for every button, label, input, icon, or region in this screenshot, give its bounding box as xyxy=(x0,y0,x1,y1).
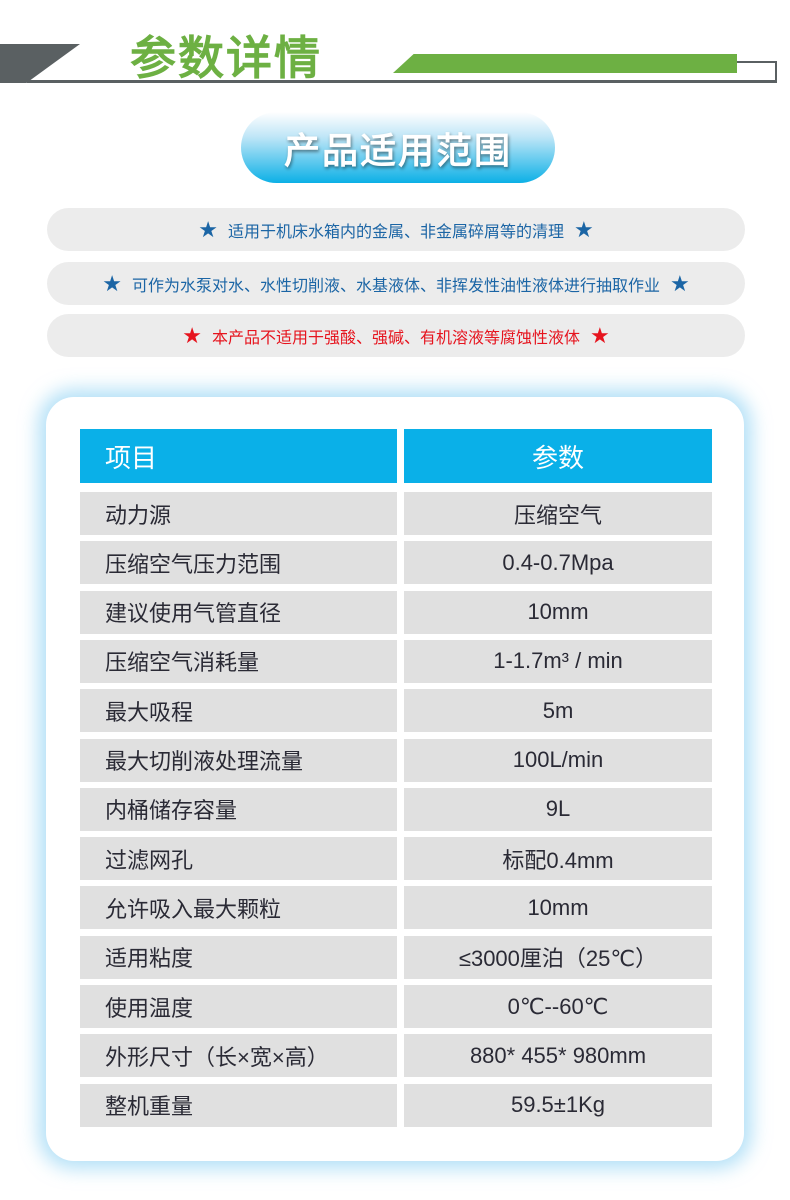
star-icon: ★ xyxy=(574,216,594,242)
row-value: 1-1.7m³ / min xyxy=(404,639,712,683)
star-icon: ★ xyxy=(182,322,202,348)
star-icon: ★ xyxy=(198,216,218,242)
row-label: 最大吸程 xyxy=(80,689,397,733)
note-text: 本产品不适用于强酸、强碱、有机溶液等腐蚀性液体 xyxy=(211,329,580,347)
row-value: 9L xyxy=(404,787,712,831)
row-label: 动力源 xyxy=(80,492,397,535)
row-label: 压缩空气消耗量 xyxy=(80,639,397,683)
row-label: 使用温度 xyxy=(80,985,397,1028)
header-item: 项目 xyxy=(80,429,397,483)
table-row: 内桶储存容量 9L xyxy=(80,787,712,831)
note-2: ★ 可作为水泵对水、水性切削液、水基液体、非挥发性油性液体进行抽取作业 ★ xyxy=(47,262,745,305)
row-value: 59.5±1Kg xyxy=(404,1083,712,1127)
star-icon: ★ xyxy=(670,270,690,296)
scope-badge: 产品适用范围 xyxy=(241,112,555,183)
row-value: 压缩空气 xyxy=(404,492,712,535)
table-row: 建议使用气管直径 10mm xyxy=(80,590,712,634)
row-label: 压缩空气压力范围 xyxy=(80,541,397,585)
row-value: 10mm xyxy=(404,590,712,634)
table-row: 外形尺寸（长×宽×高） 880* 455* 980mm xyxy=(80,1034,712,1078)
header-rule xyxy=(27,80,777,83)
header-dark-block xyxy=(0,44,80,83)
row-value: 5m xyxy=(404,689,712,733)
table-row: 适用粘度 ≤3000厘泊（25℃） xyxy=(80,935,712,979)
table-row: 最大吸程 5m xyxy=(80,689,712,733)
table-row: 压缩空气压力范围 0.4-0.7Mpa xyxy=(80,541,712,585)
row-label: 内桶储存容量 xyxy=(80,787,397,831)
star-icon: ★ xyxy=(102,270,122,296)
table-row: 动力源 压缩空气 xyxy=(80,492,712,535)
page-title: 参数详情 xyxy=(130,32,322,84)
row-label: 外形尺寸（长×宽×高） xyxy=(80,1034,397,1078)
row-value: 0℃--60℃ xyxy=(404,985,712,1028)
row-value: 880* 455* 980mm xyxy=(404,1034,712,1078)
note-3: ★ 本产品不适用于强酸、强碱、有机溶液等腐蚀性液体 ★ xyxy=(47,314,745,357)
table-row: 最大切削液处理流量 100L/min xyxy=(80,738,712,782)
row-label: 建议使用气管直径 xyxy=(80,590,397,634)
note-1: ★ 适用于机床水箱内的金属、非金属碎屑等的清理 ★ xyxy=(47,208,745,251)
header-box-line xyxy=(736,61,777,83)
row-label: 过滤网孔 xyxy=(80,837,397,881)
header-param: 参数 xyxy=(404,429,712,483)
table-row: 使用温度 0℃--60℃ xyxy=(80,985,712,1028)
row-value: 10mm xyxy=(404,886,712,930)
table-header: 项目 参数 xyxy=(80,429,712,483)
table-row: 压缩空气消耗量 1-1.7m³ / min xyxy=(80,639,712,683)
table-row: 允许吸入最大颗粒 10mm xyxy=(80,886,712,930)
row-value: 0.4-0.7Mpa xyxy=(404,541,712,585)
row-value: ≤3000厘泊（25℃） xyxy=(404,935,712,979)
row-label: 整机重量 xyxy=(80,1083,397,1127)
row-label: 允许吸入最大颗粒 xyxy=(80,886,397,930)
row-value: 100L/min xyxy=(404,738,712,782)
row-label: 适用粘度 xyxy=(80,935,397,979)
note-text: 适用于机床水箱内的金属、非金属碎屑等的清理 xyxy=(227,223,564,241)
star-icon: ★ xyxy=(590,322,610,348)
row-label: 最大切削液处理流量 xyxy=(80,738,397,782)
table-row: 整机重量 59.5±1Kg xyxy=(80,1083,712,1127)
header-green-bar xyxy=(393,54,737,73)
table-row: 过滤网孔 标配0.4mm xyxy=(80,837,712,881)
row-value: 标配0.4mm xyxy=(404,837,712,881)
note-text: 可作为水泵对水、水性切削液、水基液体、非挥发性油性液体进行抽取作业 xyxy=(131,277,660,295)
